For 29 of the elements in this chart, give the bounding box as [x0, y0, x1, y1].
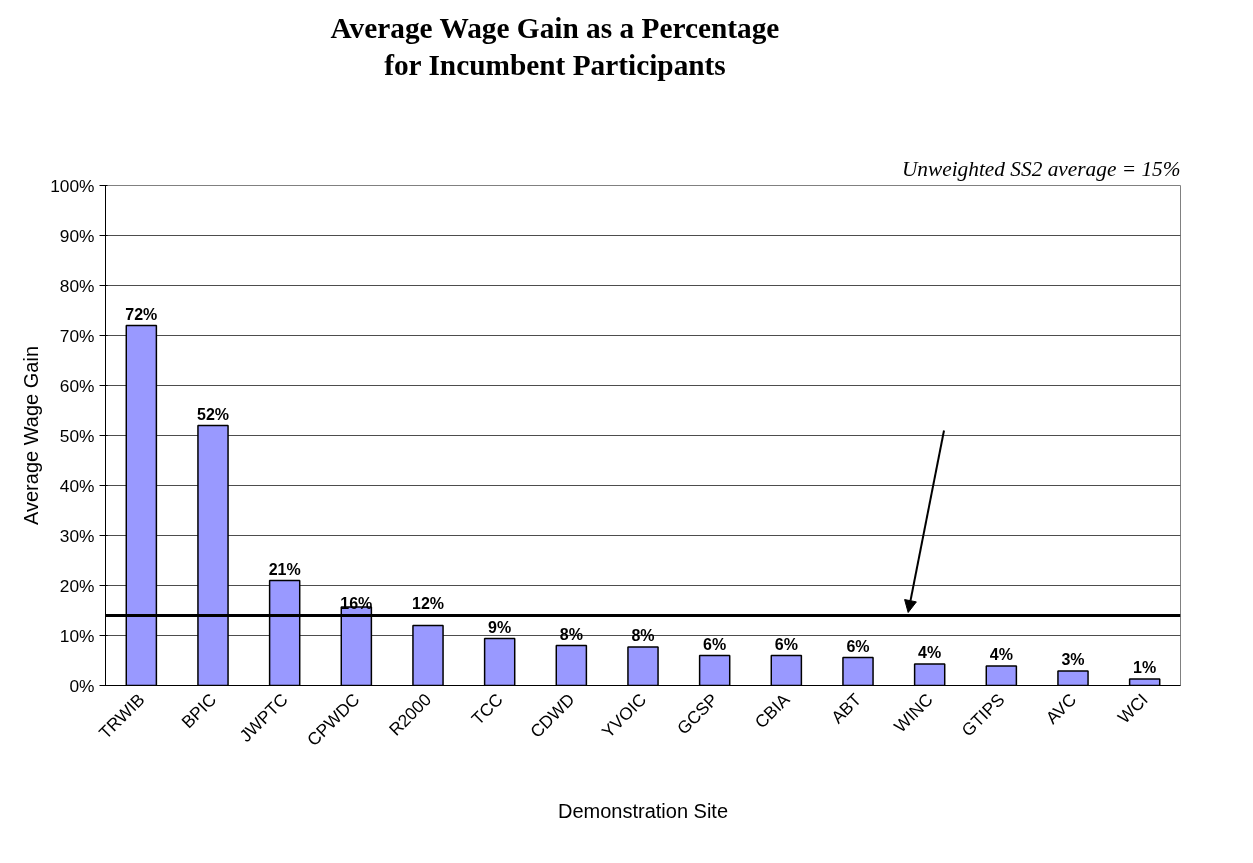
- y-tick-label: 20%: [59, 575, 95, 596]
- data-label: 4%: [989, 646, 1013, 663]
- data-label: 6%: [774, 635, 798, 653]
- data-label: 3%: [1061, 651, 1085, 668]
- y-tick-label: 0%: [69, 675, 95, 696]
- y-axis-title: Average Wage Gain: [20, 346, 43, 525]
- data-label: 12%: [411, 594, 445, 612]
- data-label: 6%: [846, 637, 870, 655]
- data-label: 9%: [488, 618, 512, 636]
- y-tick-label: 90%: [59, 225, 95, 246]
- y-tick-label: 80%: [59, 275, 95, 296]
- data-label: 6%: [703, 635, 727, 653]
- data-label: 52%: [196, 405, 230, 423]
- x-tick-label: WCI: [1113, 689, 1152, 728]
- y-tick-label: 50%: [59, 425, 95, 446]
- data-label: 4%: [918, 644, 942, 661]
- y-tick-label: 100%: [50, 175, 95, 196]
- x-tick-label: TCC: [467, 689, 507, 729]
- y-tick-label: 60%: [59, 375, 95, 396]
- data-label: 21%: [268, 560, 301, 578]
- text: Unweighted SS2 average = 15%: [901, 156, 1181, 181]
- y-tick-label: 10%: [59, 625, 95, 646]
- x-axis-title: Demonstration Site: [557, 799, 729, 822]
- y-tick-label: 40%: [59, 475, 95, 496]
- y-tick-label: 70%: [59, 325, 95, 346]
- data-label: 1%: [1133, 659, 1157, 676]
- y-tick-label: 30%: [59, 525, 95, 546]
- chart-title: Average Wage Gain as a Percentage for Incumbent Participants: [330, 11, 780, 83]
- data-label: 72%: [125, 305, 158, 323]
